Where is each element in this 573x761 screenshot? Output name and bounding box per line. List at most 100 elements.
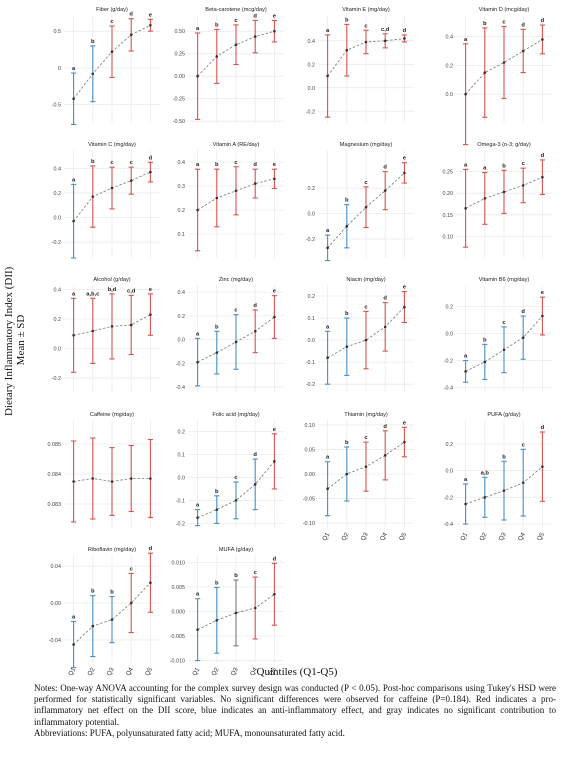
y-tick-label: 0.1 [308, 316, 316, 322]
mean-point [234, 43, 238, 46]
significance-letter: e [541, 290, 545, 296]
y-tick-label: -0.4 [444, 386, 453, 392]
mean-point [326, 356, 329, 360]
mean-point [541, 175, 544, 179]
significance-letter: b [91, 39, 95, 45]
significance-letter: d [253, 452, 257, 458]
significance-letter: b [91, 589, 95, 595]
mean-point [364, 465, 368, 468]
x-tick-label: Q2 [210, 666, 220, 677]
significance-letter: c [234, 308, 238, 314]
mean-point [521, 481, 525, 484]
significance-letter: d [521, 309, 525, 315]
y-tick-label: 0.00 [51, 601, 62, 607]
y-tick-label: 0.4 [178, 160, 186, 166]
significance-letter: e [273, 162, 277, 168]
mean-point [502, 348, 506, 352]
y-tick-label: 0.00 [305, 472, 316, 478]
significance-letter: e [149, 287, 153, 293]
trend-line [73, 582, 151, 645]
x-tick-label: Q5 [144, 666, 154, 677]
y-tick-label: 0.000 [172, 609, 186, 615]
panel-title: MUFA (g/day) [219, 547, 253, 553]
y-tick-label: 0.2 [446, 305, 454, 311]
panel: PUFA (g/day) -0.4 -0.2 0.0 0.2 a a,b b c d Q1 Q2 Q3 Q… [444, 412, 552, 542]
mean-point [72, 643, 75, 646]
y-tick-label: -0.5 [52, 103, 61, 109]
significance-letter: d [129, 12, 133, 18]
significance-letter: e [149, 12, 153, 18]
significance-letter: b [502, 163, 506, 169]
y-tick-label: 0.0 [54, 216, 62, 222]
mean-point [345, 345, 349, 349]
y-tick-label: 0.0 [308, 338, 316, 344]
x-tick-label: Q1 [191, 666, 201, 677]
y-tick-label: 0.3 [178, 184, 186, 190]
y-tick-label: 0.0 [446, 332, 454, 338]
mean-point [345, 48, 349, 52]
x-tick-label: Q3 [360, 531, 370, 542]
significance-letter: b [110, 590, 114, 596]
x-tick-label: Q1 [459, 531, 469, 542]
significance-letter: c [502, 20, 506, 26]
y-tick-label: 0.2 [446, 442, 454, 448]
significance-letter: b [345, 198, 349, 204]
y-tick-label: 0.010 [172, 560, 186, 566]
mean-point [483, 197, 487, 200]
trend-line [197, 461, 275, 519]
x-tick-label: Q1 [321, 531, 331, 542]
mean-point [234, 499, 238, 502]
mean-point [110, 618, 114, 621]
y-tick-label: -0.04 [49, 638, 61, 644]
y-tick-label: 0.4 [308, 39, 316, 45]
significance-letter: d [403, 28, 407, 34]
y-tick-label: 0.15 [443, 213, 454, 219]
panel: Beta-carotene (mcg/day) -0.50 -0.25 0.00 0.2… [173, 7, 284, 125]
significance-letter: a [196, 162, 200, 168]
mean-point [72, 334, 75, 337]
panel-title: Vitamin C (mg/day) [88, 142, 136, 148]
significance-letter: c [110, 160, 114, 166]
significance-letter: c,d [381, 27, 390, 33]
mean-point [110, 480, 114, 483]
panel-title: Riboflavin (mg/day) [88, 547, 136, 553]
mean-point [383, 325, 387, 329]
significance-letter: a [326, 455, 330, 461]
significance-letter: b [215, 162, 219, 168]
y-tick-label: -0.05 [303, 497, 315, 503]
mean-point [129, 601, 133, 605]
x-tick-label: Q2 [340, 531, 350, 542]
significance-letter: d [149, 155, 153, 161]
y-tick-label: 0.05 [305, 447, 316, 453]
mean-point [521, 184, 525, 187]
y-tick-label: 0.0 [308, 86, 316, 92]
panel: Niacin (mg/day) -0.2 -0.1 0.0 0.1 0.2 a b c d e [306, 277, 414, 393]
y-tick-label: 0.005 [172, 585, 186, 591]
significance-letter: c [522, 161, 526, 167]
mean-point [196, 628, 199, 631]
significance-letter: d [521, 22, 525, 28]
y-tick-label: 0.084 [48, 472, 62, 478]
significance-letter: a [464, 477, 468, 483]
panel: Vitamin B6 (mg/day) -0.4 -0.2 0.0 0.2 a b c d e [444, 277, 552, 393]
y-tick-label: -0.4 [176, 385, 185, 391]
significance-letter: a [72, 614, 76, 620]
panel-title: Caffeine (mg/day) [90, 412, 134, 418]
mean-point [521, 49, 525, 53]
panel: Riboflavin (mg/day) -0.04 0.00 0.04 a b b c d Q1 Q… [49, 546, 160, 677]
significance-letter: b,d [108, 287, 117, 293]
panel-title: Thiamin (mg/day) [344, 412, 388, 418]
panel: Vitamin C (mg/day) -0.2 0.0 0.2 0.4 a b c c d [52, 142, 160, 259]
panel: Folic acid (mg/day) -0.2 -0.1 0.0 0.1 0.2 a b c d… [176, 412, 284, 528]
significance-letter: a [72, 66, 76, 72]
y-tick-label: -0.2 [306, 109, 315, 115]
mean-point [149, 313, 152, 316]
y-tick-label: 0 [58, 66, 61, 72]
y-tick-label: 0.1 [178, 452, 186, 458]
significance-letter: a [326, 28, 330, 34]
mean-point [72, 219, 75, 223]
significance-letter: a [196, 26, 200, 32]
significance-letter: d [383, 165, 387, 171]
significance-letter: b [215, 324, 219, 330]
